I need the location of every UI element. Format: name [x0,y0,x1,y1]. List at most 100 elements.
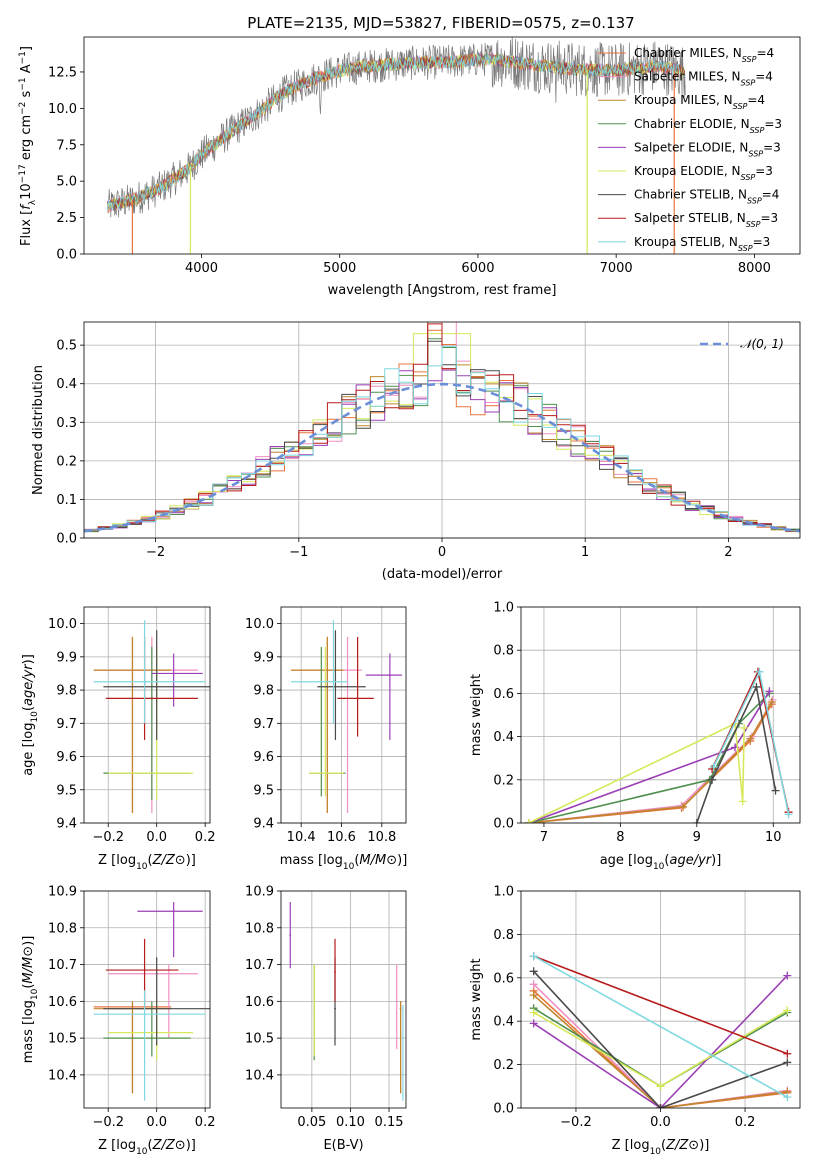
x-tick-label: 7 [540,830,548,845]
weight-line-5 [533,975,788,1108]
data-point-3 [326,669,329,672]
x-axis-label: Z [log10(Z/Z⊙)] [612,1138,710,1157]
histogram-step-2 [84,322,800,532]
axis-frame-residuals: −2 −1 0 1 2 0.0 0.1 0.2 0.3 0.4 0.5 𝒩(0, 1) (data-mo… [31,321,801,582]
data-point-3 [399,1007,402,1010]
model-spectrum-5 [107,51,686,212]
axes-mass-vs-Z: −0.2 0.0 0.2 10.4 10.5 10.6 10.7 10.8 10.9 Z [log… [21,885,215,1158]
y-tick-label: 10.0 [48,102,77,117]
axis-frame-mass-vs-ebv: 0.05 0.10 0.15 10.4 10.5 10.6 10.7 10.8 10.9 E(B-… [245,885,407,1153]
y-tick-label: 7.5 [56,138,77,153]
weight-marker [767,698,776,707]
weight-marker [524,819,533,823]
legend-entry-8: Salpeter STELIB, NSSP=3 [634,211,778,229]
spectrum-legend: Chabrier MILES, NSSP=4 Salpeter MILES, NS… [598,46,782,252]
y-tick-label: 1.0 [493,601,514,616]
y-tick-label: 0.0 [56,532,77,547]
weight-line-3 [533,994,788,1108]
legend-entry-4: Chabrier ELODIE, NSSP=3 [634,117,782,135]
y-tick-label: 0.6 [493,971,514,986]
y-tick-label: 9.8 [253,684,274,699]
plot-area-age-vs-Z [93,620,210,814]
histogram-step-9 [84,345,800,532]
y-tick-label: 10.8 [245,921,274,936]
x-axis-label: Z [log10(Z/Z⊙)] [98,853,196,872]
data-point-5 [289,934,292,937]
x-tick-label: 10 [765,830,782,845]
legend-entry-6: Kroupa ELODIE, NSSP=3 [634,164,773,182]
y-tick-label: 0.0 [493,817,514,832]
weight-marker [783,971,792,980]
y-tick-label: 0.6 [493,687,514,702]
weight-marker [783,1049,792,1058]
x-tick-label: 0.05 [297,1115,326,1130]
x-tick-label: 6000 [461,261,494,276]
y-tick-label: 10.7 [48,958,77,973]
x-tick-label: 7000 [600,261,633,276]
y-tick-label: 0.4 [493,1015,514,1030]
y-tick-label: 10.0 [245,617,274,632]
data-point-6 [155,772,158,775]
weight-marker [784,810,793,819]
y-tick-label: 9.4 [56,817,77,832]
weight-line-6 [528,722,745,823]
data-point-2 [167,972,170,975]
x-tick-label: 2 [724,545,732,560]
y-axis-label: mass [log10(M/M⊙)] [21,936,40,1064]
weight-marker [529,1008,538,1017]
x-axis-label: wavelength [Angstrom, rest frame] [328,283,557,298]
x-tick-label: 0.2 [735,1115,756,1130]
y-tick-label: 10.8 [48,921,77,936]
data-point-9 [332,680,335,683]
model-spectrum-9 [107,53,686,211]
x-tick-label: 10.8 [367,830,396,845]
weight-marker [656,1082,665,1091]
y-tick-label: 0.2 [56,454,77,469]
weight-marker [529,991,538,1000]
weight-marker [771,786,780,795]
y-tick-label: 10.5 [245,1032,274,1047]
axis-frame-mass-vs-Z: −0.2 0.0 0.2 10.4 10.5 10.6 10.7 10.8 10.9 Z [log… [21,885,215,1158]
weight-marker [656,1104,665,1108]
y-tick-label: 5.0 [56,175,77,190]
y-axis-label: Normed distribution [31,365,46,495]
y-tick-label: 10.9 [245,885,274,900]
y-tick-label: 9.7 [56,717,77,732]
x-tick-label: 0 [438,545,446,560]
axis-frame-age-vs-mass: 10.4 10.6 10.8 9.4 9.5 9.6 9.7 9.8 9.9 10.0 mass [… [245,606,407,872]
x-axis-label: age [log10(age/yr)] [600,853,722,872]
data-point-8 [356,697,359,700]
y-tick-label: 0.8 [493,644,514,659]
y-tick-label: 10.9 [48,885,77,900]
plot-area-weight-vs-Z [529,952,792,1108]
data-point-2 [395,1000,398,1003]
y-tick-label: 0.1 [56,493,77,508]
weight-marker [783,1006,792,1015]
y-tick-label: 10.6 [48,995,77,1010]
y-tick-label: 9.8 [56,684,77,699]
y-axis-label: mass weight [469,958,484,1040]
data-point-9 [402,1037,404,1040]
axes-frame [83,890,211,1109]
axes-residuals: −2 −1 0 1 2 0.0 0.1 0.2 0.3 0.4 0.5 𝒩(0, 1) (data-mo… [31,321,801,582]
x-tick-label: 10.4 [287,830,316,845]
plot-area-weight-vs-age [524,667,793,823]
weight-marker [708,775,717,784]
x-axis-label: E(B-V) [323,1138,363,1153]
x-axis-label: (data-model)/error [382,567,503,582]
y-tick-label: 10.5 [48,1032,77,1047]
y-tick-label: 10.4 [245,1068,274,1083]
weight-marker [765,687,774,696]
axes-frame [280,890,407,1109]
weight-line-9 [533,955,788,1098]
weight-marker [746,734,755,743]
weight-marker [692,819,701,823]
y-tick-label: 0.2 [493,773,514,788]
x-tick-label: 0.0 [650,1115,671,1130]
y-tick-label: 9.9 [253,650,274,665]
data-point-4 [150,1037,153,1040]
x-tick-label: 8000 [738,261,771,276]
y-tick-label: 0.4 [56,377,77,392]
weight-marker [679,802,688,811]
